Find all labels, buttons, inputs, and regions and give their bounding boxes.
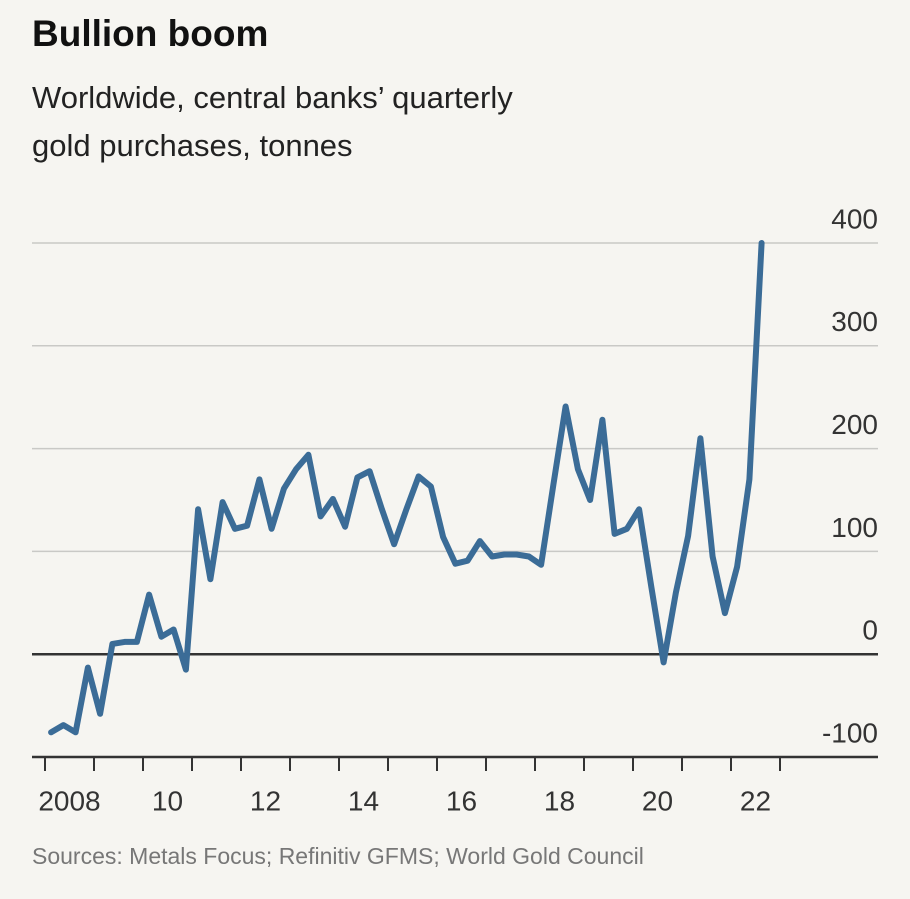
x-tick-label: 22: [740, 785, 771, 816]
x-tick-label: 20: [642, 785, 673, 816]
x-tick-label: 16: [446, 785, 477, 816]
data-line: [48, 240, 765, 736]
x-tick-label: 14: [348, 785, 379, 816]
y-tick-label: 400: [831, 203, 878, 234]
x-tick-label: 2008: [38, 785, 100, 816]
source-note: Sources: Metals Focus; Refinitiv GFMS; W…: [32, 843, 644, 869]
chart-subtitle: Worldwide, central banks’ quarterly: [32, 80, 513, 115]
x-tick-label: 18: [544, 785, 575, 816]
y-tick-label: -100: [822, 717, 878, 748]
chart-title: Bullion boom: [32, 13, 268, 54]
x-tick-label: 12: [250, 785, 281, 816]
y-tick-label: 200: [831, 409, 878, 440]
y-tick-label: 300: [831, 306, 878, 337]
x-tick-label: 10: [152, 785, 183, 816]
chart-subtitle: gold purchases, tonnes: [32, 128, 353, 163]
y-tick-label: 0: [862, 615, 878, 646]
y-tick-label: 100: [831, 512, 878, 543]
